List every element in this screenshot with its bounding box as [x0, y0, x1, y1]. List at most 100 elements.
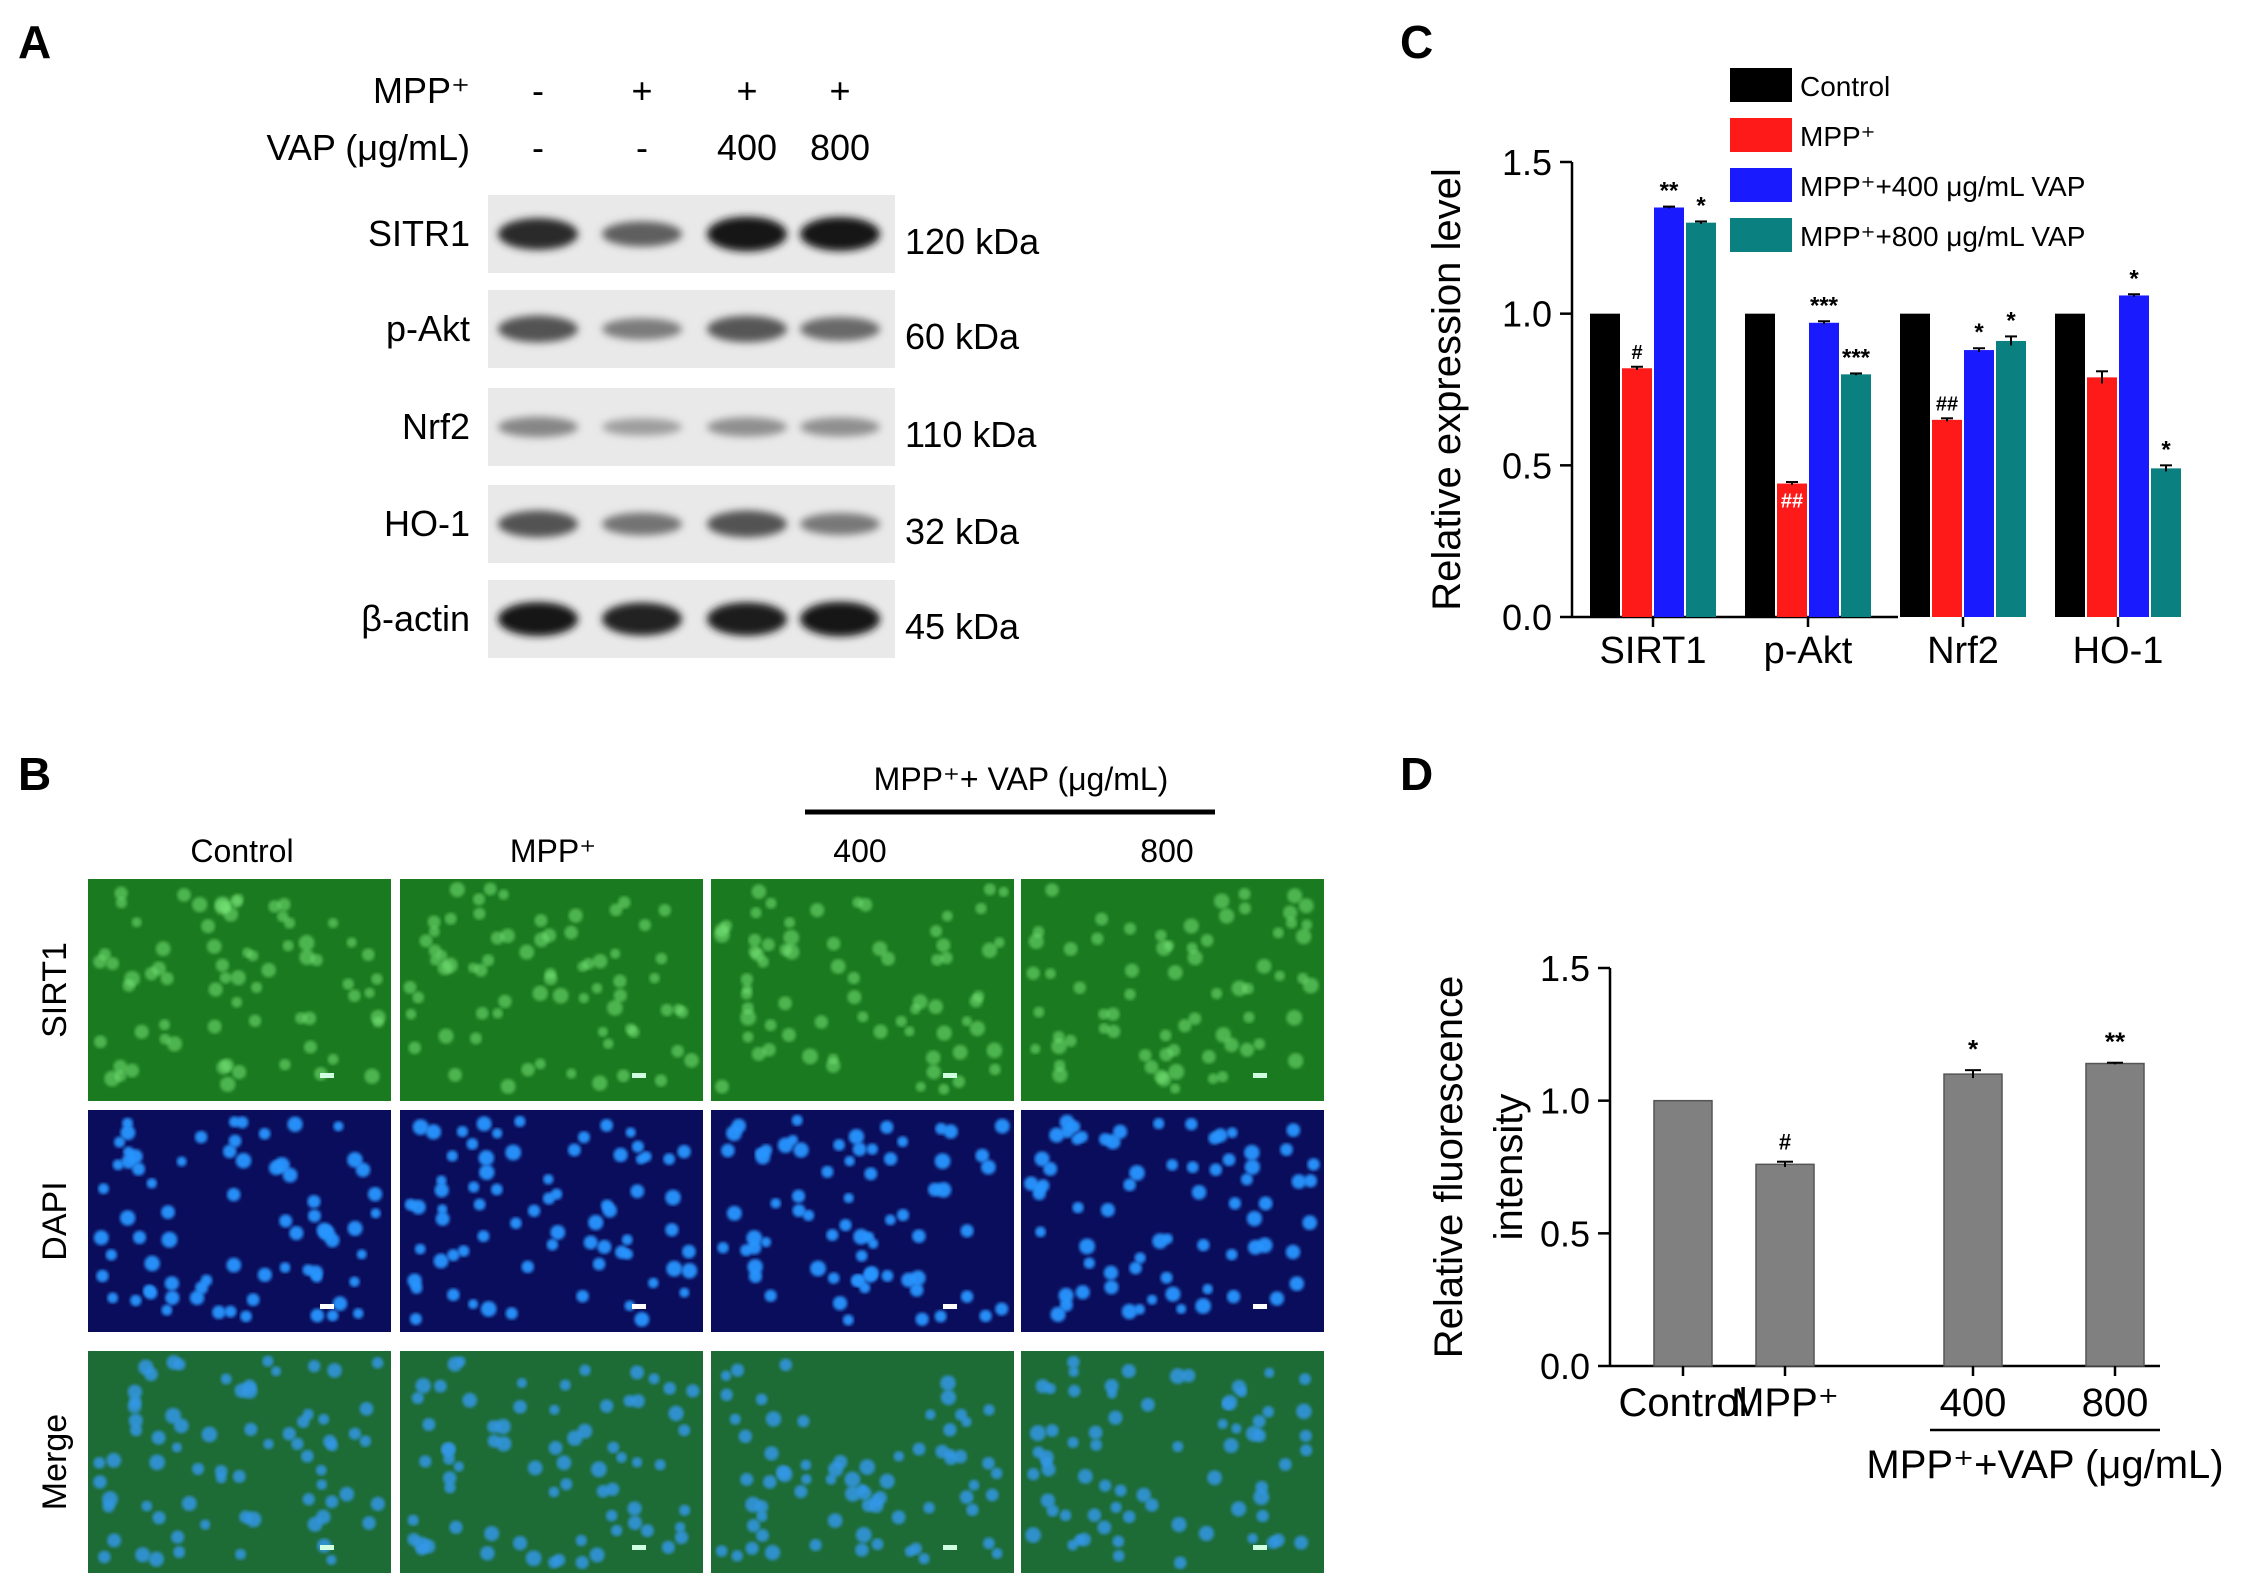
cell-nucleus [654, 1459, 666, 1471]
cell-nucleus [1110, 1501, 1122, 1514]
bar [1932, 419, 1962, 617]
cell-nucleus [1183, 918, 1199, 934]
cell-nucleus [348, 989, 361, 1002]
cell-nucleus [1296, 1403, 1312, 1420]
blot-band [602, 418, 682, 436]
significance-mark: *** [1842, 344, 1871, 371]
cell-nucleus [114, 1136, 126, 1148]
cell-nucleus [855, 1543, 869, 1557]
cell-nucleus [141, 1500, 153, 1512]
cell-nucleus [1134, 1252, 1146, 1264]
cell-nucleus [720, 1388, 733, 1402]
cell-nucleus [1214, 893, 1230, 909]
cell-nucleus [1028, 933, 1044, 949]
cell-nucleus [1213, 1128, 1228, 1143]
cell-nucleus [740, 1472, 754, 1486]
blot-band [800, 417, 880, 437]
cell-nucleus [468, 962, 479, 973]
cell-nucleus [453, 1461, 464, 1472]
cell-nucleus [346, 937, 357, 948]
blot-band [602, 221, 682, 247]
cell-nucleus [1280, 1143, 1293, 1157]
significance-mark: ** [2105, 1027, 2126, 1057]
blot-size-label: 32 kDa [905, 511, 1020, 552]
row-label: Merge [36, 1414, 74, 1510]
bar [1900, 313, 1930, 617]
cell-nucleus [419, 934, 433, 948]
y-tick-label: 1.0 [1540, 1081, 1590, 1122]
cell-nucleus [372, 1016, 384, 1028]
cell-nucleus [1024, 1176, 1039, 1191]
cell-nucleus [1253, 1489, 1270, 1506]
micrograph [400, 879, 703, 1101]
cell-nucleus [751, 884, 767, 899]
cell-nucleus [514, 1115, 526, 1128]
cell-nucleus [764, 1019, 777, 1032]
bar [1686, 222, 1716, 617]
cell-nucleus [279, 1214, 293, 1228]
cell-nucleus [422, 1418, 436, 1432]
cell-nucleus [679, 1504, 691, 1516]
cell-nucleus [1124, 988, 1136, 1001]
cell-nucleus [1059, 1509, 1072, 1522]
y-tick-label: 1.5 [1540, 948, 1590, 989]
cell-nucleus [1302, 1215, 1318, 1231]
cell-nucleus [113, 1059, 128, 1074]
blot-band [498, 601, 578, 637]
cell-nucleus [674, 1521, 686, 1533]
cell-nucleus [783, 944, 800, 960]
cell-nucleus [1165, 1286, 1181, 1302]
cell-nucleus [1104, 1379, 1119, 1394]
cell-nucleus [990, 1467, 1003, 1480]
panel-d-fluorescence-chart: 0.0 0.5 1.0 1.5 Relative fluorescence intensi… [1427, 948, 2224, 1487]
cell-nucleus [601, 1199, 614, 1212]
cell-nucleus [592, 1257, 606, 1271]
cell-nucleus [347, 1152, 363, 1168]
cell-nucleus [457, 1245, 470, 1257]
cell-nucleus [981, 1159, 996, 1175]
cell-nucleus [315, 1509, 331, 1525]
cell-nucleus [310, 1308, 325, 1323]
cell-nucleus [1253, 1429, 1267, 1443]
significance-mark: ** [1660, 178, 1679, 205]
cell-nucleus [745, 1541, 759, 1555]
cell-nucleus [605, 1509, 618, 1522]
cell-nucleus [1124, 963, 1139, 978]
cell-nucleus [1255, 1480, 1269, 1494]
blot-band [602, 512, 682, 536]
cell-nucleus [404, 1198, 417, 1211]
cell-nucleus [763, 1475, 777, 1489]
cell-nucleus [589, 1547, 605, 1563]
cell-nucleus [455, 1356, 466, 1367]
cell-nucleus [1278, 1458, 1292, 1471]
cell-nucleus [130, 1424, 143, 1437]
cell-nucleus [447, 1288, 460, 1302]
cell-nucleus [495, 1418, 511, 1435]
y-tick-label: 0.0 [1502, 597, 1552, 638]
cell-nucleus [271, 1366, 282, 1377]
cell-nucleus [125, 1063, 140, 1078]
cell-nucleus [966, 1503, 979, 1517]
cell-nucleus [411, 1391, 424, 1405]
cell-nucleus [625, 1127, 636, 1138]
scale-bar [632, 1073, 646, 1078]
cell-nucleus [847, 971, 860, 985]
cell-nucleus [618, 896, 631, 909]
cell-nucleus [926, 1050, 941, 1065]
cell-nucleus [1153, 1118, 1165, 1130]
cell-nucleus [228, 1116, 240, 1128]
cell-nucleus [944, 1452, 958, 1466]
cell-nucleus [148, 1551, 164, 1567]
cell-nucleus [1181, 1368, 1196, 1383]
cell-nucleus [623, 1394, 636, 1407]
cell-nucleus [843, 1193, 854, 1204]
cell-nucleus [1200, 934, 1214, 947]
cell-nucleus [473, 1198, 486, 1211]
cell-nucleus [543, 1174, 554, 1185]
cell-nucleus [1154, 1069, 1169, 1084]
micrograph [1021, 879, 1324, 1101]
cell-nucleus [449, 882, 465, 898]
column-label: MPP⁺ [510, 833, 596, 869]
cell-nucleus [1285, 917, 1298, 929]
